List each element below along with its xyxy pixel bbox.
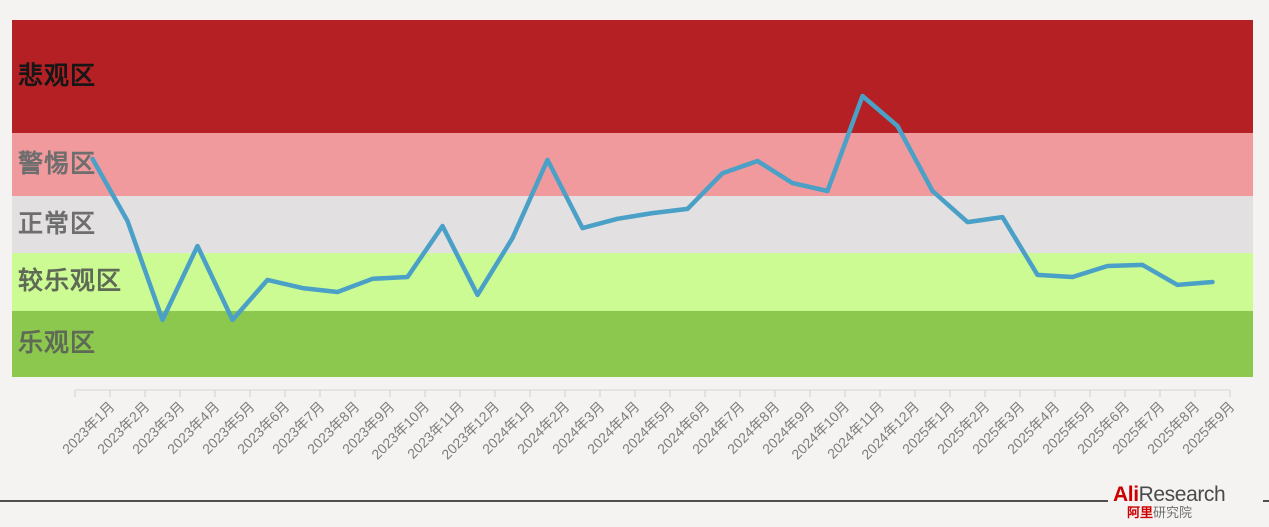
aliresearch-logo: AliResearch 阿里研究院 (1113, 483, 1226, 520)
logo-chinese: 阿里研究院 (1127, 506, 1225, 520)
footer-divider-left (0, 500, 1108, 502)
index-line (90, 93, 1215, 323)
logo-cn-red-text: 阿里 (1127, 505, 1154, 521)
zone-band-4 (12, 310, 1253, 377)
zone-band-1 (12, 133, 1253, 197)
zone-band-3 (12, 253, 1253, 311)
zone-label-3: 较乐观区 (18, 267, 123, 296)
chart-canvas (12, 20, 1253, 397)
logo-cn-gray-text: 研究院 (1153, 505, 1193, 521)
zone-label-4: 乐观区 (18, 328, 97, 357)
zone-label-2: 正常区 (18, 209, 97, 238)
footer-divider-right (1263, 500, 1269, 502)
zone-band-0 (12, 20, 1253, 134)
logo-research-text: Research (1138, 483, 1226, 506)
logo-wordmark: AliResearch (1113, 483, 1226, 506)
zone-label-1: 警惕区 (18, 149, 97, 178)
logo-ali-text: Ali (1113, 483, 1139, 506)
zone-band-2 (12, 196, 1253, 254)
zone-label-0: 悲观区 (18, 61, 97, 90)
